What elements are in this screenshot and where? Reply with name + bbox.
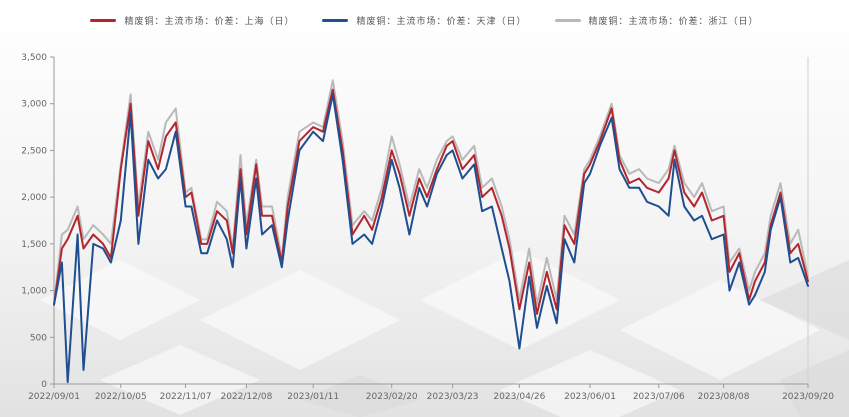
x-tick-label: 2023/03/23 (427, 392, 479, 402)
series-line-zhejiang (53, 79, 809, 306)
legend-item-zhejiang[interactable]: 精废铜：主流市场：价差：浙江（日） (554, 14, 759, 27)
y-tick-label: 1,000 (21, 287, 47, 297)
x-tick-label: 2023/02/20 (366, 392, 418, 402)
series-line-tianjin (53, 93, 809, 384)
legend-swatch-shanghai (90, 19, 117, 22)
y-tick-label: 3,500 (21, 53, 47, 63)
x-tick-label: 2022/12/08 (220, 392, 272, 402)
y-tick-label: 2,000 (21, 193, 47, 203)
x-tick-label: 2023/04/26 (493, 392, 545, 402)
legend-item-shanghai[interactable]: 精废铜：主流市场：价差：上海（日） (90, 14, 294, 27)
y-tick-label: 0 (41, 380, 47, 390)
legend: 精废铜：主流市场：价差：上海（日） 精废铜：主流市场：价差：天津（日） 精废铜：… (0, 14, 849, 27)
y-tick-label: 2,500 (21, 146, 47, 156)
x-tick-label: 2022/11/07 (160, 392, 212, 402)
y-tick-label: 1,500 (21, 240, 47, 250)
legend-label-zhejiang: 精废铜：主流市场：价差：浙江（日） (588, 17, 759, 27)
series-line-shanghai (53, 88, 809, 315)
x-tick-label: 2023/09/20 (782, 392, 834, 402)
legend-label-shanghai: 精废铜：主流市场：价差：上海（日） (124, 17, 295, 27)
legend-swatch-tianjin (322, 19, 349, 22)
x-tick-label: 2022/09/01 (28, 392, 80, 402)
x-tick-label: 2023/06/01 (564, 392, 616, 402)
x-tick-label: 2023/01/11 (287, 392, 339, 402)
y-tick-label: 500 (30, 333, 47, 343)
x-tick-label: 2023/08/08 (698, 392, 750, 402)
legend-label-tianjin: 精废铜：主流市场：价差：天津（日） (356, 17, 527, 27)
x-tick-label: 2023/07/06 (633, 392, 685, 402)
y-tick-label: 3,000 (21, 100, 47, 110)
x-tick-label: 2022/10/05 (95, 392, 147, 402)
legend-item-tianjin[interactable]: 精废铜：主流市场：价差：天津（日） (322, 14, 526, 27)
legend-swatch-zhejiang (554, 19, 581, 22)
